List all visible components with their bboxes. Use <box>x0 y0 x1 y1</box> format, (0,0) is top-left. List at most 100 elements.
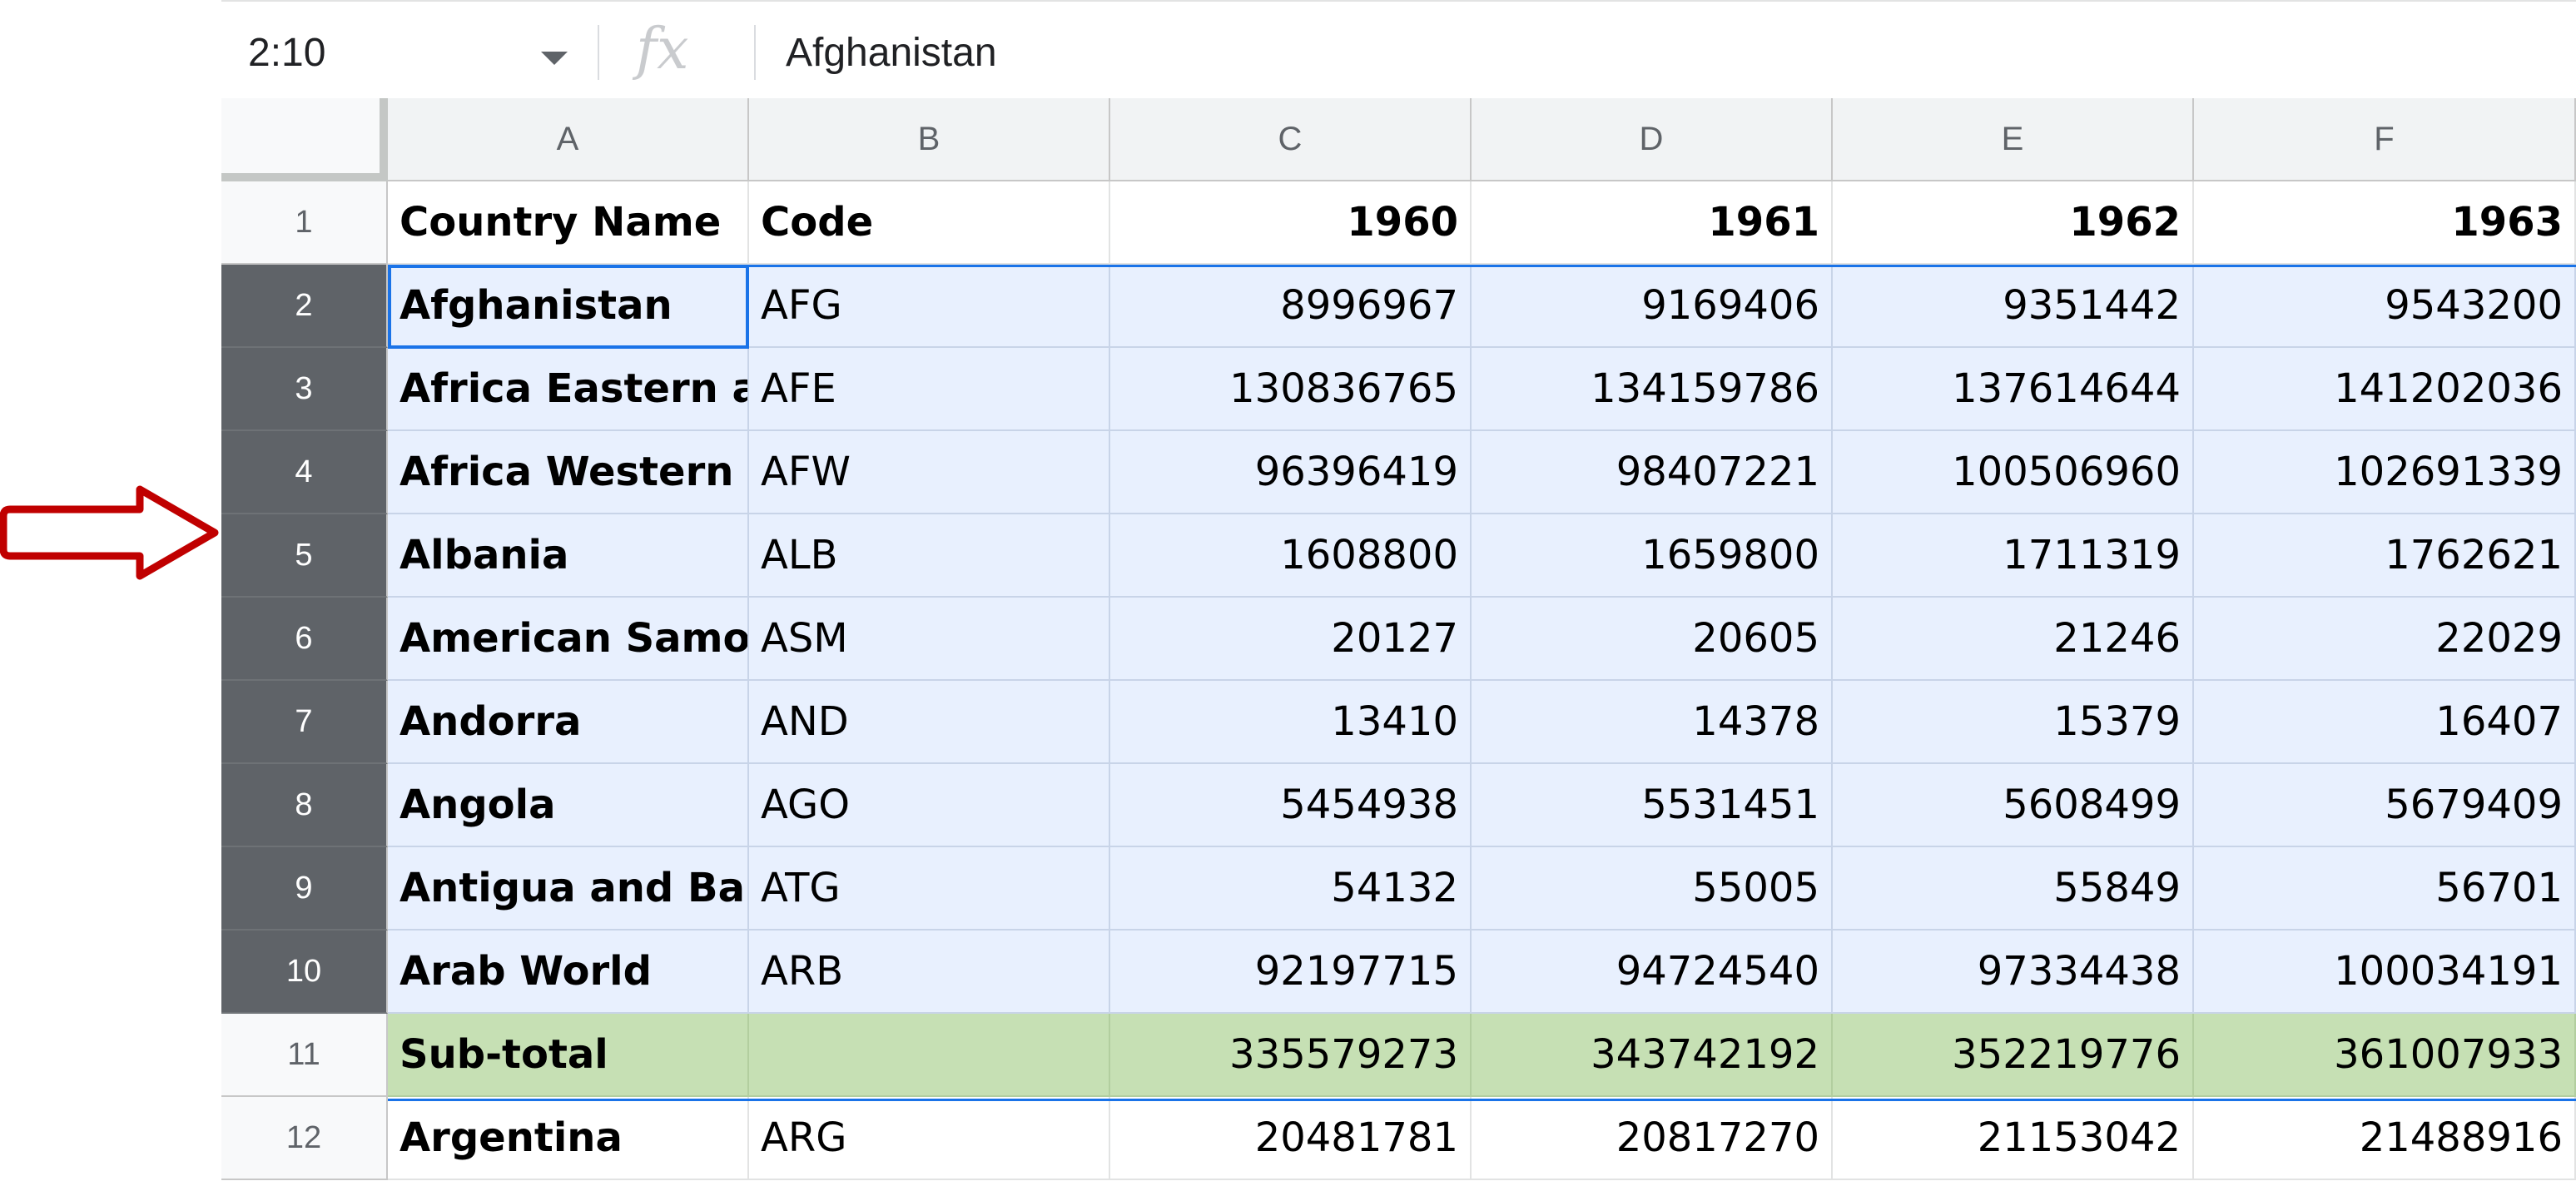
cell-b4[interactable]: AFW <box>749 431 1110 514</box>
cell-a2[interactable]: Afghanistan <box>388 265 749 348</box>
row-header-12[interactable]: 12 <box>221 1097 388 1180</box>
column-header-c[interactable]: C <box>1110 98 1472 181</box>
cell-b1[interactable]: Code <box>749 181 1110 265</box>
cell-d3[interactable]: 134159786 <box>1472 348 1833 431</box>
cell-a7[interactable]: Andorra <box>388 681 749 764</box>
cell-c12[interactable]: 20481781 <box>1110 1097 1472 1180</box>
cell-f12[interactable]: 21488916 <box>2194 1097 2576 1180</box>
cell-b9[interactable]: ATG <box>749 847 1110 931</box>
cell-a10[interactable]: Arab World <box>388 931 749 1014</box>
cell-a12[interactable]: Argentina <box>388 1097 749 1180</box>
cell-b5[interactable]: ALB <box>749 514 1110 598</box>
cell-b2[interactable]: AFG <box>749 265 1110 348</box>
row-header-2[interactable]: 2 <box>221 265 388 348</box>
row-header-9[interactable]: 9 <box>221 847 388 931</box>
cell-e2[interactable]: 9351442 <box>1833 265 2194 348</box>
cell-c4[interactable]: 96396419 <box>1110 431 1472 514</box>
cell-e12[interactable]: 21153042 <box>1833 1097 2194 1180</box>
column-header-e[interactable]: E <box>1833 98 2194 181</box>
cell-f4[interactable]: 102691339 <box>2194 431 2576 514</box>
cell-c1[interactable]: 1960 <box>1110 181 1472 265</box>
cell-a4[interactable]: Africa Western and Central <box>388 431 749 514</box>
column-header-a[interactable]: A <box>388 98 749 181</box>
cell-d9[interactable]: 55005 <box>1472 847 1833 931</box>
cell-e5[interactable]: 1711319 <box>1833 514 2194 598</box>
cell-c6[interactable]: 20127 <box>1110 598 1472 681</box>
row-header-10[interactable]: 10 <box>221 931 388 1014</box>
formula-bar-divider <box>598 25 599 80</box>
row-header-4[interactable]: 4 <box>221 431 388 514</box>
row-header-8[interactable]: 8 <box>221 764 388 847</box>
formula-bar-divider <box>754 25 756 80</box>
row-header-1[interactable]: 1 <box>221 181 388 265</box>
cell-d1[interactable]: 1961 <box>1472 181 1833 265</box>
cell-c11[interactable]: 335579273 <box>1110 1014 1472 1097</box>
cell-f8[interactable]: 5679409 <box>2194 764 2576 847</box>
cell-f2[interactable]: 9543200 <box>2194 265 2576 348</box>
chevron-down-icon[interactable] <box>541 52 568 65</box>
cell-b11[interactable] <box>749 1014 1110 1097</box>
row-header-6[interactable]: 6 <box>221 598 388 681</box>
cell-f11[interactable]: 361007933 <box>2194 1014 2576 1097</box>
cell-d5[interactable]: 1659800 <box>1472 514 1833 598</box>
cell-b8[interactable]: AGO <box>749 764 1110 847</box>
cell-e11[interactable]: 352219776 <box>1833 1014 2194 1097</box>
formula-input[interactable]: Afghanistan <box>786 31 997 75</box>
cell-b3[interactable]: AFE <box>749 348 1110 431</box>
cell-e3[interactable]: 137614644 <box>1833 348 2194 431</box>
cell-a5[interactable]: Albania <box>388 514 749 598</box>
name-box[interactable]: 2:10 <box>221 2 594 100</box>
cell-b6[interactable]: ASM <box>749 598 1110 681</box>
cell-e7[interactable]: 15379 <box>1833 681 2194 764</box>
cell-a1[interactable]: Country Name <box>388 181 749 265</box>
cell-e4[interactable]: 100506960 <box>1833 431 2194 514</box>
cell-f5[interactable]: 1762621 <box>2194 514 2576 598</box>
cell-f6[interactable]: 22029 <box>2194 598 2576 681</box>
row-header-7[interactable]: 7 <box>221 681 388 764</box>
cell-c2[interactable]: 8996967 <box>1110 265 1472 348</box>
cell-c10[interactable]: 92197715 <box>1110 931 1472 1014</box>
cell-d6[interactable]: 20605 <box>1472 598 1833 681</box>
cell-a9[interactable]: Antigua and Barbuda <box>388 847 749 931</box>
cell-f3[interactable]: 141202036 <box>2194 348 2576 431</box>
cell-b7[interactable]: AND <box>749 681 1110 764</box>
select-all-corner[interactable] <box>221 98 388 181</box>
cell-b12[interactable]: ARG <box>749 1097 1110 1180</box>
cell-d8[interactable]: 5531451 <box>1472 764 1833 847</box>
cell-e1[interactable]: 1962 <box>1833 181 2194 265</box>
cell-d2[interactable]: 9169406 <box>1472 265 1833 348</box>
cell-d7[interactable]: 14378 <box>1472 681 1833 764</box>
cell-a8[interactable]: Angola <box>388 764 749 847</box>
cell-c3[interactable]: 130836765 <box>1110 348 1472 431</box>
cell-c5[interactable]: 1608800 <box>1110 514 1472 598</box>
cell-b10[interactable]: ARB <box>749 931 1110 1014</box>
cell-d4[interactable]: 98407221 <box>1472 431 1833 514</box>
cell-e6[interactable]: 21246 <box>1833 598 2194 681</box>
cell-c9[interactable]: 54132 <box>1110 847 1472 931</box>
cell-f10[interactable]: 100034191 <box>2194 931 2576 1014</box>
cell-e9[interactable]: 55849 <box>1833 847 2194 931</box>
cell-f7[interactable]: 16407 <box>2194 681 2576 764</box>
row-header-11[interactable]: 11 <box>221 1014 388 1097</box>
cell-c8[interactable]: 5454938 <box>1110 764 1472 847</box>
column-header-f[interactable]: F <box>2194 98 2576 181</box>
cell-f1[interactable]: 1963 <box>2194 181 2576 265</box>
fx-icon: fx <box>636 17 689 82</box>
cell-d11[interactable]: 343742192 <box>1472 1014 1833 1097</box>
column-header-b[interactable]: B <box>749 98 1110 181</box>
row-header-3[interactable]: 3 <box>221 348 388 431</box>
cell-c7[interactable]: 13410 <box>1110 681 1472 764</box>
column-header-d[interactable]: D <box>1472 98 1833 181</box>
cell-a3[interactable]: Africa Eastern and Southern <box>388 348 749 431</box>
row-header-5[interactable]: 5 <box>221 514 388 598</box>
formula-bar: 2:10 fx Afghanistan <box>221 0 2576 102</box>
cell-a6[interactable]: American Samoa <box>388 598 749 681</box>
cell-a11[interactable]: Sub-total <box>388 1014 749 1097</box>
name-box-value: 2:10 <box>248 31 326 75</box>
cell-d10[interactable]: 94724540 <box>1472 931 1833 1014</box>
right-arrow-icon <box>0 485 219 580</box>
cell-e10[interactable]: 97334438 <box>1833 931 2194 1014</box>
cell-e8[interactable]: 5608499 <box>1833 764 2194 847</box>
cell-f9[interactable]: 56701 <box>2194 847 2576 931</box>
cell-d12[interactable]: 20817270 <box>1472 1097 1833 1180</box>
